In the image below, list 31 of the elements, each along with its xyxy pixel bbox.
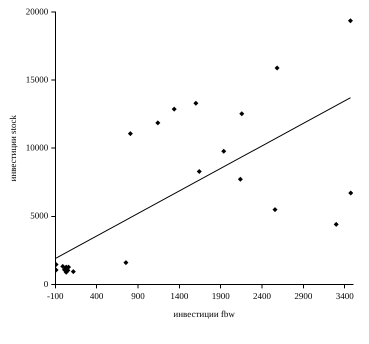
point xyxy=(194,100,198,106)
point xyxy=(71,269,76,274)
point xyxy=(348,190,353,196)
x-tick-label: 1400 xyxy=(170,291,189,302)
x-tick-label: 2400 xyxy=(253,291,272,302)
y-axis-title: инвестиции stock xyxy=(8,114,18,182)
x-tick-label: 2900 xyxy=(294,291,313,302)
point xyxy=(238,176,243,182)
point xyxy=(172,106,177,112)
x-tick-label: 400 xyxy=(90,291,104,302)
x-axis-title: инвестиции fbw xyxy=(173,308,236,319)
x-tick-label: 1900 xyxy=(212,291,230,302)
y-tick-label: 20000 xyxy=(26,6,49,16)
point xyxy=(274,66,280,70)
x-tick-label: 3400 xyxy=(336,291,354,302)
point xyxy=(128,131,133,136)
point xyxy=(196,169,202,174)
y-tick-label: 5000 xyxy=(30,210,49,221)
y-tick-label: 15000 xyxy=(26,74,49,84)
point xyxy=(124,260,128,265)
x-tick-label: 900 xyxy=(131,291,146,302)
point xyxy=(221,148,226,154)
point xyxy=(156,120,160,126)
point xyxy=(348,18,353,24)
y-tick-label: 0 xyxy=(44,278,49,289)
y-tick-label: 10000 xyxy=(26,142,49,153)
point xyxy=(334,222,339,227)
x-tick-label: -100 xyxy=(47,291,64,302)
point xyxy=(239,111,244,116)
point xyxy=(272,207,278,212)
point xyxy=(60,264,66,269)
